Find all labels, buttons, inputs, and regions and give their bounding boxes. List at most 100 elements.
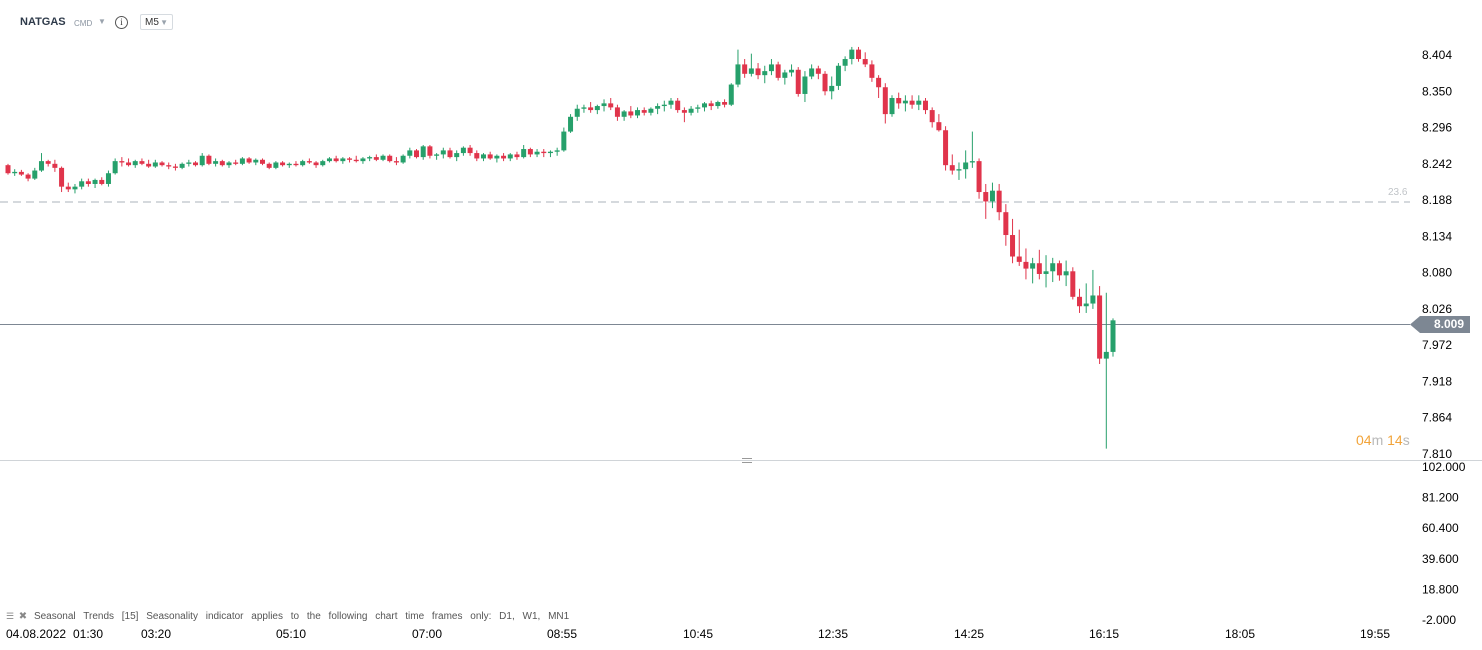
candle xyxy=(902,95,908,112)
symbol-name[interactable]: NATGAS xyxy=(20,16,66,28)
candle xyxy=(996,183,1002,221)
candle xyxy=(628,106,634,119)
candle-body xyxy=(943,130,949,166)
candle xyxy=(172,163,178,171)
candle-body xyxy=(849,49,855,60)
candle xyxy=(52,159,58,172)
candle xyxy=(400,154,406,164)
candle-body xyxy=(507,154,513,159)
candle xyxy=(983,183,989,219)
candle xyxy=(963,150,969,179)
candle-body xyxy=(922,100,928,111)
candle-body xyxy=(621,111,627,117)
candle xyxy=(688,106,694,116)
candle xyxy=(922,97,928,115)
price-tick-label: 7.810 xyxy=(1422,447,1452,461)
candle-body xyxy=(896,97,902,104)
candle-body xyxy=(681,110,687,113)
candle xyxy=(601,99,607,112)
candle xyxy=(748,53,754,77)
candle xyxy=(414,149,420,159)
candle-body xyxy=(360,158,366,162)
time-axis[interactable]: 04.08.2022 01:30 03:20 05:10 07:00 08:55 10:45… xyxy=(6,627,1390,641)
candle-body xyxy=(688,108,694,113)
candle xyxy=(956,162,962,180)
price-tick-label: 8.188 xyxy=(1422,193,1452,207)
candle-body xyxy=(936,122,942,131)
time-tick-label: 01:30 xyxy=(73,627,103,641)
candle xyxy=(65,182,71,193)
candle-body xyxy=(1003,212,1009,236)
candle xyxy=(38,153,44,172)
exchange-label: CMD xyxy=(74,19,93,28)
candle xyxy=(635,107,641,119)
candle xyxy=(300,159,306,167)
candle xyxy=(1110,318,1116,357)
price-tick-label: 7.918 xyxy=(1422,374,1452,388)
candle xyxy=(494,154,500,163)
candle-body xyxy=(427,146,433,156)
price-axis[interactable]: 8.404 8.350 8.296 8.242 8.188 8.134 8.080 8.026… xyxy=(1422,48,1452,461)
candle-body xyxy=(460,147,466,154)
pane-resize-handle[interactable] xyxy=(742,458,752,463)
candle-body xyxy=(12,171,18,174)
candle xyxy=(681,107,687,123)
candle-body xyxy=(233,162,239,164)
candle-body xyxy=(367,157,373,159)
candle-body xyxy=(695,107,701,109)
candle xyxy=(588,102,594,113)
indicator-tick-label: 102.000 xyxy=(1422,460,1466,474)
candle-body xyxy=(193,162,199,166)
candle-body xyxy=(293,163,299,166)
candle-body xyxy=(1016,256,1022,262)
candle xyxy=(789,64,795,77)
chevron-down-icon[interactable]: ▼ xyxy=(98,17,106,26)
candle xyxy=(99,177,105,186)
candle xyxy=(708,100,714,111)
candle xyxy=(882,83,888,124)
candle-body xyxy=(856,49,862,60)
candle-body xyxy=(815,68,821,74)
candle xyxy=(326,157,332,163)
candle-body xyxy=(795,69,801,94)
candle xyxy=(112,158,118,175)
candle xyxy=(1063,260,1069,287)
candle xyxy=(614,104,620,121)
menu-icon[interactable]: ☰ xyxy=(6,611,15,621)
candle xyxy=(447,147,453,159)
candle-body xyxy=(889,97,895,115)
candle-body xyxy=(996,190,1002,213)
candle xyxy=(929,107,935,128)
timeframe-select[interactable]: M5 ▼ xyxy=(140,14,173,30)
candle-body xyxy=(963,162,969,170)
candle-body xyxy=(414,150,420,158)
close-icon[interactable]: ✖ xyxy=(18,611,28,622)
info-icon[interactable]: i xyxy=(115,16,128,29)
candle-body xyxy=(1090,295,1096,304)
candle xyxy=(648,107,654,116)
candle xyxy=(514,151,520,160)
candle xyxy=(909,95,915,109)
candle xyxy=(79,178,85,190)
candle xyxy=(139,158,145,166)
candle xyxy=(1097,286,1103,364)
candle-body xyxy=(38,161,44,171)
candle-body xyxy=(668,100,674,105)
candle-body xyxy=(259,159,265,164)
candle xyxy=(434,153,440,160)
price-tick-label: 8.242 xyxy=(1422,157,1452,171)
candle-body xyxy=(1110,320,1116,352)
candle-body xyxy=(521,149,527,158)
candle xyxy=(1003,204,1009,246)
candle-body xyxy=(1077,296,1083,307)
candle-body xyxy=(400,155,406,163)
candle xyxy=(1083,283,1089,313)
candle xyxy=(936,114,942,132)
candle xyxy=(989,182,995,209)
indicator-axis[interactable]: 102.000 81.200 60.400 39.600 18.800 -2.000 xyxy=(1422,460,1466,627)
candle xyxy=(367,155,373,162)
candle-body xyxy=(380,155,386,160)
candle xyxy=(467,145,473,156)
candle-body xyxy=(527,149,533,155)
